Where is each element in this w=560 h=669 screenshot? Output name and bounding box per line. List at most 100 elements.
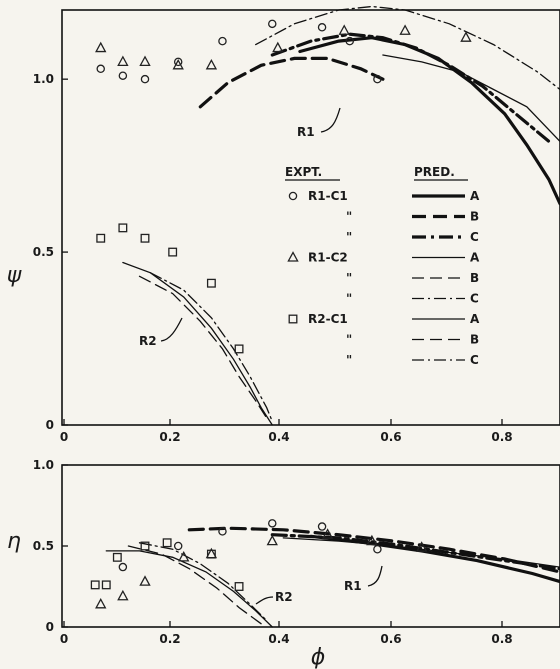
eta-y-tick-label: 1.0 — [33, 458, 54, 472]
eta-point-r1-c2 — [117, 589, 129, 601]
psi-point-r1-c2 — [139, 55, 151, 67]
eta-point-r2-c1 — [112, 552, 122, 562]
legend: EXPT. PRED. R1-C1 A " B " C R1-C2 A " B " C R2-C1 A " B… — [285, 165, 480, 367]
legend-marker-triangle — [287, 251, 299, 262]
psi-point-r2-c1 — [118, 223, 128, 233]
eta-y-tick-label: 0 — [46, 620, 54, 634]
eta-point-r1-c1 — [118, 562, 128, 572]
legend-marker-square — [288, 314, 298, 324]
eta-axis-label: η — [7, 529, 21, 554]
eta-curve-r2-b-thin-dash — [127, 545, 262, 625]
eta-point-r1-c1 — [268, 519, 277, 528]
legend-pred-label: C — [470, 353, 479, 367]
psi-point-r2-c1 — [140, 233, 150, 243]
legend-expt-label: R2-C1 — [308, 312, 348, 326]
psi-curve-r1-c-thin-dashdot — [255, 5, 560, 91]
psi-x-tick-label: 0.8 — [491, 430, 512, 444]
eta-curve-r1-c-thick-dashdot — [270, 533, 560, 571]
eta-x-tick-label: 0.4 — [268, 632, 289, 646]
eta-curve-r1-b-thick-dash — [187, 526, 560, 574]
psi-point-r1-c2 — [272, 41, 284, 53]
psi-axis-ticks: 0 0.2 0.4 0.6 0.8 0 0.5 1.0 — [33, 72, 513, 444]
legend-pred-label: C — [470, 230, 479, 244]
eta-point-r1-c2 — [415, 541, 428, 552]
eta-x-tick-label: 0.8 — [491, 632, 512, 646]
phi-axis-label: ϕ — [311, 645, 326, 669]
legend-expt-label: " — [346, 353, 352, 367]
eta-y-tick-label: 0.5 — [33, 539, 54, 553]
psi-point-r1-c2 — [117, 55, 129, 67]
psi-point-r1-c1 — [345, 36, 354, 46]
r1-annotation-bottom: R1 — [344, 579, 362, 593]
eta-point-r2-c1 — [206, 549, 216, 559]
eta-point-r2-c1 — [140, 541, 150, 551]
eta-point-r2-c1 — [234, 582, 244, 591]
psi-x-tick-label: 0.6 — [380, 430, 401, 444]
eta-point-r2-c1 — [101, 580, 111, 590]
psi-axis-label: ψ — [7, 263, 22, 288]
eta-point-r1-c1 — [173, 541, 183, 551]
eta-point-r1-c1 — [317, 522, 327, 531]
psi-y-tick-label: 1.0 — [33, 72, 54, 86]
psi-point-r1-c1 — [317, 23, 327, 32]
psi-experimental-points — [95, 19, 472, 354]
eta-point-r2-c1 — [90, 580, 100, 590]
eta-x-tick-label: 0 — [60, 632, 68, 646]
r1-annotation-top: R1 — [297, 125, 315, 139]
legend-pred-label: A — [470, 251, 480, 265]
eta-point-r1-c2 — [139, 575, 151, 586]
psi-point-r1-c2 — [338, 24, 350, 35]
eta-point-r2-c1 — [162, 538, 172, 548]
psi-curve-r1-b-thick-dash — [198, 56, 385, 109]
legend-expt-label: " — [346, 292, 352, 306]
eta-point-r1-c1 — [373, 544, 382, 554]
eta-point-r1-c2 — [321, 528, 334, 539]
eta-point-r1-c2 — [366, 534, 378, 546]
psi-point-r1-c1 — [268, 19, 277, 29]
legend-expt-label: " — [346, 210, 352, 224]
psi-point-r1-c1 — [218, 36, 227, 46]
legend-pred-label: B — [470, 210, 479, 224]
r1-pointer-top — [320, 107, 341, 133]
r2-annotation-top: R2 — [139, 334, 157, 348]
psi-point-r1-c2 — [460, 31, 472, 42]
psi-y-tick-label: 0 — [46, 418, 54, 432]
legend-expt-label: R1-C1 — [308, 189, 348, 203]
psi-x-tick-label: 0.4 — [268, 430, 289, 444]
psi-point-r1-c1 — [140, 74, 150, 84]
legend-header-expt: EXPT. — [285, 165, 322, 179]
psi-point-r1-c2 — [205, 58, 218, 70]
psi-point-r2-c1 — [234, 344, 244, 354]
legend-pred-label: A — [470, 312, 480, 326]
eta-curve-r2-a-thin-solid — [105, 550, 273, 628]
psi-panel: 0 0.2 0.4 0.6 0.8 0 0.5 1.0 ψ R1 R2 EXPT. PRED.… — [7, 5, 560, 444]
legend-expt-label: " — [346, 230, 352, 244]
psi-x-tick-label: 0.2 — [159, 430, 180, 444]
eta-x-tick-label: 0.6 — [380, 632, 401, 646]
r2-pointer-bottom — [255, 596, 274, 605]
psi-prediction-curves — [122, 5, 560, 426]
legend-pred-label: B — [470, 271, 479, 285]
eta-panel: 0 0.2 0.4 0.6 0.8 0 0.5 1.0 η ϕ R1 R2 — [7, 458, 560, 669]
psi-y-tick-label: 0.5 — [33, 245, 54, 259]
eta-plot-frame — [61, 464, 560, 628]
psi-point-r1-c2 — [95, 41, 107, 53]
legend-header-pred: PRED. — [414, 165, 455, 179]
eta-curve-r2-c-thin-dashdot — [138, 542, 268, 622]
psi-curve-r1-c-thick-dashdot — [270, 32, 551, 143]
r2-annotation-bottom: R2 — [275, 590, 293, 604]
legend-pred-label: A — [470, 189, 480, 203]
eta-point-r1-c1 — [218, 527, 227, 536]
psi-curve-r1-a-thin-solid — [382, 54, 560, 143]
psi-curve-r2-a-thin-solid — [122, 261, 273, 426]
psi-plot-frame — [61, 9, 560, 426]
psi-point-r1-c1 — [173, 57, 183, 67]
eta-point-r1-c2 — [178, 550, 190, 562]
r2-pointer-top — [160, 317, 183, 342]
eta-curve-r1-a-thin-solid — [282, 537, 560, 568]
eta-point-r1-c2 — [266, 534, 278, 546]
r1-pointer-bottom — [367, 565, 383, 587]
psi-point-r1-c2 — [172, 58, 184, 70]
psi-point-r1-c1 — [373, 74, 382, 84]
